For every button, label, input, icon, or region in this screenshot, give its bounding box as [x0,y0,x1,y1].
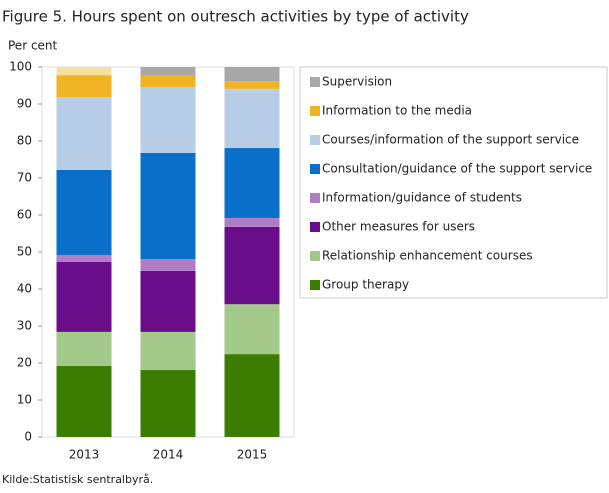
y-tick-label: 10 [17,393,32,407]
legend-label: Consultation/guidance of the support ser… [322,162,592,176]
y-tick-label: 50 [17,245,32,259]
bar-segment [140,270,196,332]
x-tick-label: 2014 [153,448,184,462]
bar-segment [56,261,112,332]
bar-segment [140,75,196,87]
bar-segment [224,226,280,305]
bar-segment [56,169,112,255]
bar-segment [224,217,280,227]
y-tick-label: 0 [24,430,32,444]
source: Kilde:Statistisk sentralbyrå. [2,473,153,486]
bar-segment [224,354,280,437]
legend-swatch [310,164,320,174]
bar-segment [224,88,280,149]
legend-swatch [310,280,320,290]
bar-segment [140,259,196,271]
y-tick-label: 80 [17,134,32,148]
bar-segment [56,254,112,262]
y-axis-label: Per cent [8,39,58,53]
y-tick-label: 90 [17,97,32,111]
legend-swatch [310,222,320,232]
legend-swatch [310,135,320,145]
bar-segment [140,152,196,260]
legend-label: Information to the media [322,104,472,118]
bar-segment [224,67,280,82]
legend-label: Supervision [322,75,392,89]
chart-title: Figure 5. Hours spent on outresch activi… [2,8,469,26]
legend-swatch [310,77,320,87]
bar-segment [56,96,112,170]
bar-segment [140,370,196,437]
bar-segment [56,331,112,366]
legend-label: Group therapy [322,278,409,292]
bar-segment [140,331,196,371]
legend-label: Information/guidance of students [322,191,522,205]
x-tick-label: 2013 [69,448,100,462]
legend-swatch [310,193,320,203]
y-tick-label: 60 [17,208,32,222]
y-tick-label: 20 [17,356,32,370]
bar-segment [224,81,280,89]
y-tick-label: 100 [9,60,32,74]
legend-swatch [310,106,320,116]
y-tick-label: 40 [17,282,32,296]
legend-label: Relationship enhancement courses [322,249,533,263]
y-tick-label: 70 [17,171,32,185]
legend-frame [299,66,608,299]
bar-segment [56,365,112,437]
bar-segment [140,67,196,76]
bar-segment [56,75,112,97]
bar-segment [224,148,280,218]
bar-segment [56,67,112,76]
bar-segment [224,304,280,355]
bar-segment [140,86,196,153]
legend-swatch [310,251,320,261]
legend-label: Courses/information of the support servi… [322,133,579,147]
y-tick-label: 30 [17,319,32,333]
x-tick-label: 2015 [237,448,268,462]
legend-label: Other measures for users [322,220,475,234]
